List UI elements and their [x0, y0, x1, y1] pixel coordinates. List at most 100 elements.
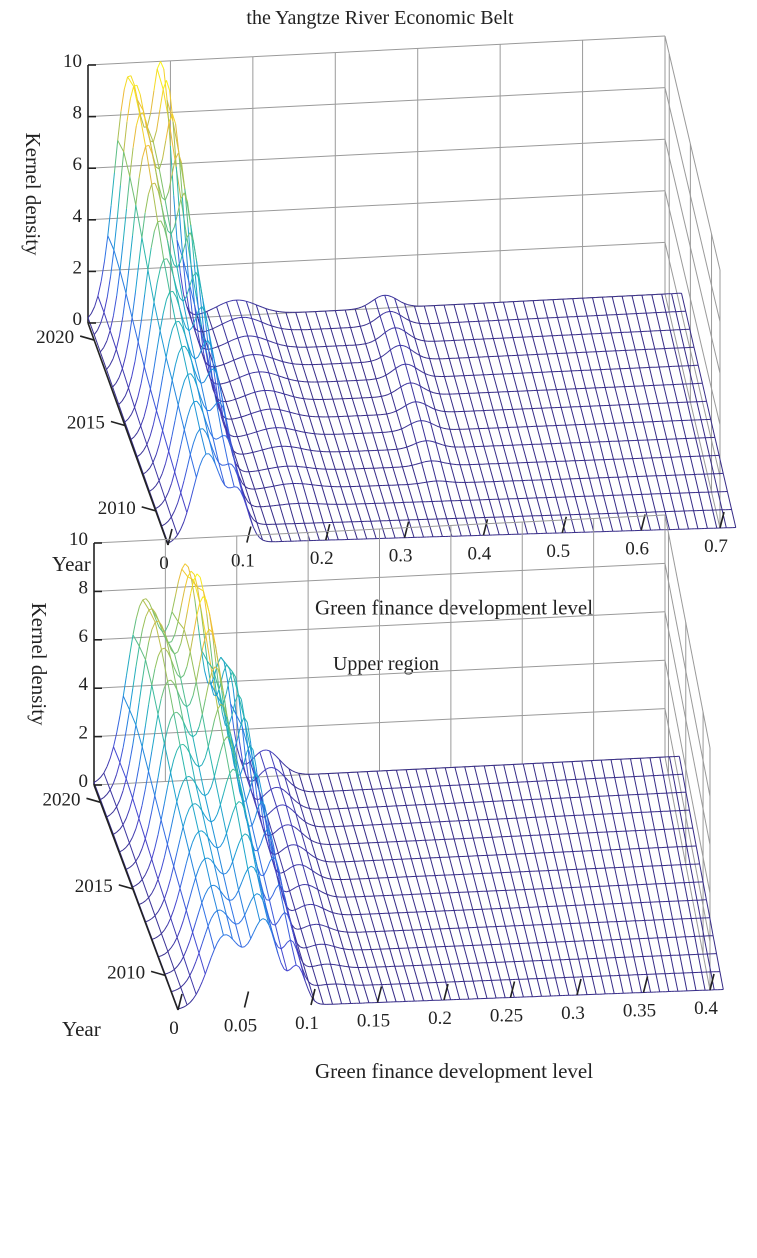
mesh-row-2021 — [179, 273, 185, 295]
mesh-segment — [542, 924, 548, 943]
mesh-segment — [337, 930, 344, 949]
mesh-segment — [344, 984, 352, 1004]
mesh-segment — [575, 388, 581, 407]
mesh-row-2020 — [123, 121, 128, 152]
mesh-segment — [512, 516, 519, 535]
mesh-segment — [443, 340, 450, 359]
mesh-segment — [356, 380, 363, 399]
mesh-segment — [396, 841, 403, 860]
mesh-segment — [546, 942, 552, 961]
mesh-segment — [626, 512, 633, 531]
mesh-segment — [403, 965, 410, 984]
mesh-segment — [459, 429, 466, 448]
mesh-segment — [253, 895, 261, 922]
mesh-row-2017 — [177, 198, 182, 214]
mesh-row-2017 — [249, 372, 253, 375]
mesh-segment — [352, 433, 360, 452]
mesh-segment — [302, 483, 309, 504]
mesh-row-2011 — [426, 481, 431, 483]
mesh-segment — [222, 874, 230, 901]
mesh-segment — [285, 312, 292, 330]
mesh-segment — [668, 901, 674, 920]
mesh-segment — [575, 779, 581, 798]
mesh-segment — [562, 851, 568, 870]
mesh-row-2019 — [215, 692, 220, 706]
mesh-segment — [589, 442, 595, 461]
mesh-segment — [383, 895, 390, 914]
surface-mesh — [93, 563, 724, 1010]
mesh-segment — [560, 407, 567, 426]
mesh-row-2009 — [250, 514, 255, 521]
mesh-row-2013 — [204, 340, 209, 344]
mesh-row-2010 — [190, 401, 195, 408]
mesh-row-2013 — [162, 357, 167, 376]
mesh-segment — [584, 424, 591, 443]
mesh-segment — [556, 389, 562, 408]
mesh-segment — [635, 313, 642, 332]
mesh-segment — [430, 929, 437, 948]
mesh-row-2019 — [202, 590, 208, 614]
x-tick-mark — [167, 528, 173, 546]
mesh-row-2021 — [269, 750, 274, 754]
mesh-row-2021 — [407, 304, 412, 306]
mesh-segment — [613, 423, 620, 442]
mesh-segment — [564, 815, 570, 834]
mesh-segment — [307, 884, 315, 905]
mesh-segment — [444, 839, 450, 858]
mesh-segment — [493, 765, 499, 784]
mesh-segment — [568, 833, 574, 852]
mesh-segment — [284, 912, 291, 941]
mesh-segment — [376, 770, 383, 789]
mesh-segment — [706, 953, 712, 972]
mesh-segment — [546, 780, 552, 799]
mesh-segment — [394, 327, 401, 346]
mesh-segment — [439, 928, 446, 947]
mesh-row-2012 — [405, 465, 409, 467]
mesh-segment — [348, 966, 355, 986]
mesh-row-2019 — [135, 113, 141, 127]
mesh-row-2016 — [300, 397, 304, 400]
mesh-segment — [182, 258, 190, 282]
mesh-row-2013 — [140, 450, 144, 455]
mesh-row-2016 — [228, 399, 233, 402]
mesh-row-2012 — [152, 454, 157, 463]
mesh-segment — [417, 519, 424, 538]
mesh-segment — [285, 805, 293, 826]
mesh-row-2018 — [230, 359, 234, 363]
mesh-segment — [142, 473, 150, 492]
mesh-segment — [376, 806, 383, 825]
mesh-segment — [423, 305, 430, 324]
mesh-row-2017 — [170, 679, 175, 684]
mesh-segment — [579, 797, 585, 816]
mesh-row-2020 — [189, 312, 194, 325]
mesh-segment — [372, 824, 379, 843]
mesh-segment — [593, 904, 599, 923]
mesh-row-2020 — [399, 314, 404, 318]
mesh-row-2020 — [255, 319, 259, 322]
mesh-segment — [420, 893, 427, 912]
mesh-segment — [340, 327, 347, 346]
mesh-row-2015 — [147, 324, 152, 347]
mesh-row-2018 — [298, 816, 303, 820]
mesh-row-2021 — [123, 76, 129, 90]
mesh-segment — [348, 843, 355, 862]
mesh-segment — [585, 868, 591, 887]
mesh-segment — [206, 410, 214, 438]
mesh-segment — [118, 404, 126, 423]
mesh-row-2020 — [287, 780, 292, 785]
mesh-segment — [219, 804, 227, 834]
mesh-row-2016 — [394, 388, 398, 392]
mesh-row-2020 — [116, 185, 121, 220]
mesh-segment — [625, 921, 631, 940]
mesh-segment — [591, 850, 597, 869]
mesh-segment — [413, 305, 420, 324]
mesh-segment — [592, 814, 598, 833]
mesh-segment — [244, 486, 252, 505]
mesh-segment — [497, 463, 504, 482]
mesh-row-2017 — [304, 834, 309, 839]
mesh-segment — [493, 481, 500, 500]
mesh-segment — [395, 770, 402, 788]
mesh-segment — [411, 465, 418, 484]
mesh-segment — [585, 352, 592, 371]
mesh-row-2017 — [173, 683, 178, 691]
